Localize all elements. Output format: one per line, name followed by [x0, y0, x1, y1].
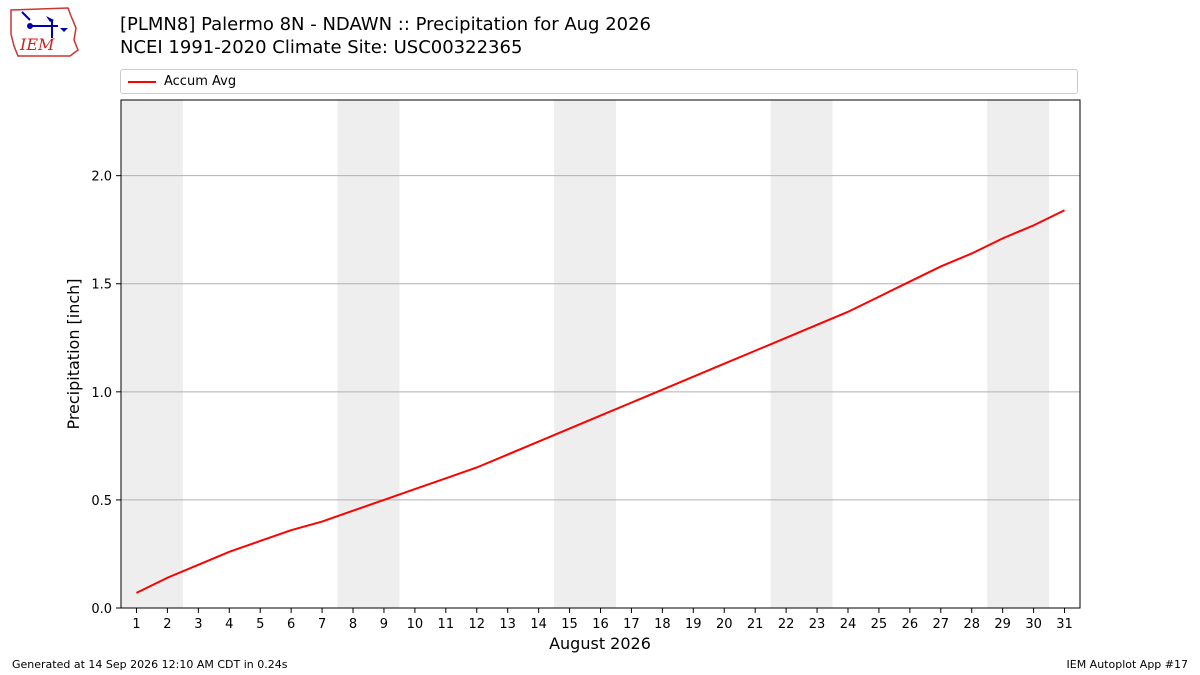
- weekend-band-1: [121, 100, 183, 608]
- legend-swatch: [128, 81, 156, 83]
- x-tick-label: 29: [994, 617, 1011, 632]
- weekend-band-2: [337, 100, 400, 608]
- x-tick-label: 24: [840, 617, 857, 632]
- x-tick-label: 20: [716, 617, 733, 632]
- x-tick-label: 10: [407, 617, 424, 632]
- title-line-2: NCEI 1991-2020 Climate Site: USC00322365: [120, 37, 523, 58]
- x-tick-label: 17: [623, 617, 640, 632]
- x-tick-label: 18: [654, 617, 671, 632]
- x-tick-label: 5: [256, 617, 264, 632]
- x-tick-label: 1: [132, 617, 140, 632]
- chart-title: [PLMN8] Palermo 8N - NDAWN :: Precipitat…: [120, 13, 651, 59]
- x-tick-label: 3: [194, 617, 202, 632]
- x-tick-label: 8: [349, 617, 357, 632]
- x-tick-label: 21: [747, 617, 764, 632]
- x-tick-label: 23: [809, 617, 826, 632]
- iem-logo: IEM: [8, 6, 80, 58]
- x-tick-label: 4: [225, 617, 233, 632]
- x-tick-label: 26: [902, 617, 919, 632]
- y-tick-label: 0.5: [91, 494, 112, 509]
- gridlines: [121, 175, 1080, 501]
- y-tick-label: 2.0: [91, 170, 112, 185]
- title-line-1: [PLMN8] Palermo 8N - NDAWN :: Precipitat…: [120, 14, 652, 35]
- x-tick-label: 7: [318, 617, 326, 632]
- series-lines: [136, 209, 1065, 594]
- legend: Accum Avg: [120, 69, 1078, 94]
- x-tick-label: 16: [592, 617, 609, 632]
- generated-timestamp: Generated at 14 Sep 2026 12:10 AM CDT in…: [12, 658, 288, 671]
- y-tick-label: 1.5: [91, 278, 112, 293]
- x-tick-label: 6: [287, 617, 295, 632]
- x-tick-label: 27: [933, 617, 950, 632]
- x-axis-ticks: 1 2 3 4 5 6 7 8 9 10 11 12 13 14 15 16 17 18 19 20 21 22 23 24 2…: [132, 608, 1073, 632]
- weekend-band-3: [554, 100, 616, 608]
- x-tick-label: 11: [438, 617, 455, 632]
- weekend-shading: [121, 100, 1050, 608]
- x-tick-label: 19: [685, 617, 702, 632]
- legend-label: Accum Avg: [164, 74, 237, 89]
- app-label: IEM Autoplot App #17: [1066, 658, 1189, 671]
- x-tick-label: 15: [561, 617, 578, 632]
- weekend-band-5: [987, 100, 1050, 608]
- x-tick-label: 28: [963, 617, 980, 632]
- series-line-1: [136, 209, 1065, 594]
- y-tick-label: 0.0: [91, 602, 112, 617]
- logo-text: IEM: [19, 35, 55, 54]
- x-tick-label: 13: [499, 617, 516, 632]
- iem-logo-icon: IEM: [10, 7, 79, 57]
- x-tick-label: 14: [530, 617, 547, 632]
- weekend-band-4: [770, 100, 833, 608]
- x-tick-label: 22: [778, 617, 795, 632]
- x-axis-label: August 2026: [549, 634, 651, 653]
- y-axis-label: Precipitation [inch]: [64, 278, 83, 429]
- x-tick-label: 30: [1025, 617, 1042, 632]
- x-tick-label: 12: [468, 617, 485, 632]
- x-tick-label: 2: [163, 617, 171, 632]
- y-axis-ticks: 0.0 0.5 1.0 1.5 2.0: [91, 170, 121, 617]
- x-tick-label: 9: [380, 617, 388, 632]
- y-tick-label: 1.0: [91, 386, 112, 401]
- x-tick-label: 31: [1056, 617, 1073, 632]
- x-tick-label: 25: [871, 617, 888, 632]
